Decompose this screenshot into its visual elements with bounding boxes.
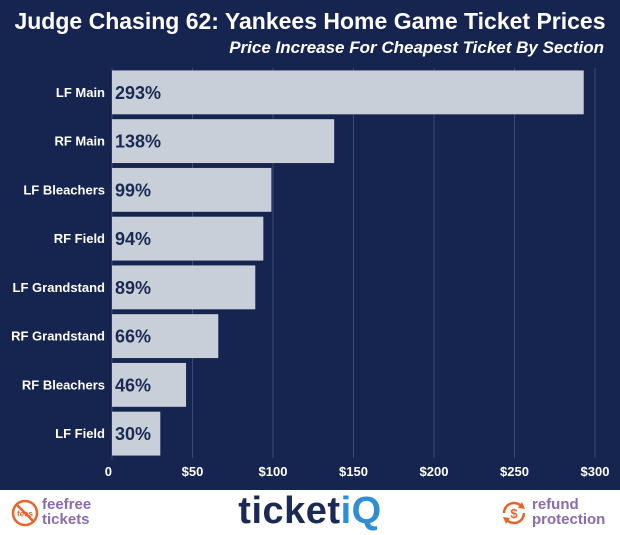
feefree-tickets-logo: feefree tickets xyxy=(42,497,91,527)
category-label: RF Grandstand xyxy=(11,329,105,344)
x-tick-label: $250 xyxy=(500,464,529,479)
data-label: 293% xyxy=(115,83,161,103)
bar xyxy=(112,265,256,310)
data-label: 138% xyxy=(115,132,161,152)
category-label: LF Main xyxy=(56,85,105,100)
dollar-symbol: $ xyxy=(510,506,518,521)
bar xyxy=(112,119,335,164)
bar xyxy=(112,167,272,212)
category-label: RF Bleachers xyxy=(22,377,105,392)
bar xyxy=(112,70,584,115)
bar xyxy=(112,216,264,261)
x-tick-label: $150 xyxy=(339,464,368,479)
data-label: 94% xyxy=(115,229,151,249)
data-label: 66% xyxy=(115,327,151,347)
x-tick-label: $100 xyxy=(259,464,288,479)
category-label: LF Field xyxy=(55,426,105,441)
feefree-text: feefree xyxy=(42,496,92,513)
category-label: LF Grandstand xyxy=(13,280,106,295)
category-label: LF Bleachers xyxy=(23,182,105,197)
ticketiq-main-text: ticket xyxy=(238,490,341,532)
refund-text: refund xyxy=(532,496,579,513)
bar xyxy=(112,314,219,359)
chart-subtitle: Price Increase For Cheapest Ticket By Se… xyxy=(229,38,604,57)
data-label: 89% xyxy=(115,278,151,298)
x-tick-label: $300 xyxy=(581,464,610,479)
no-fees-icon: fees xyxy=(11,499,39,527)
x-tick-label: $200 xyxy=(420,464,449,479)
chart-title: Judge Chasing 62: Yankees Home Game Tick… xyxy=(14,8,606,34)
x-tick-label: 0 xyxy=(105,464,112,479)
fees-logo-text: fees xyxy=(17,510,34,519)
ticketiq-accent-text: iQ xyxy=(340,490,382,532)
x-tick-label: $50 xyxy=(182,464,204,479)
protection-text: protection xyxy=(532,511,606,528)
bar-chart: LF Main 293% RF Main 138% LF Bleachers 99% RF … xyxy=(11,68,610,479)
category-label: RF Field xyxy=(54,231,105,246)
bar xyxy=(112,362,187,407)
data-label: 30% xyxy=(115,424,151,444)
tickets-text: tickets xyxy=(42,511,90,528)
data-label: 99% xyxy=(115,180,151,200)
category-label: RF Main xyxy=(54,134,105,149)
data-label: 46% xyxy=(115,375,151,395)
dollar-refresh-icon: $ xyxy=(502,501,526,525)
bar xyxy=(112,411,161,456)
footer-bar: fees feefree tickets ticketiQ $ refund p… xyxy=(0,490,620,535)
refund-protection-logo: refund protection xyxy=(532,497,605,527)
ticketiq-logo: ticketiQ xyxy=(0,490,620,532)
